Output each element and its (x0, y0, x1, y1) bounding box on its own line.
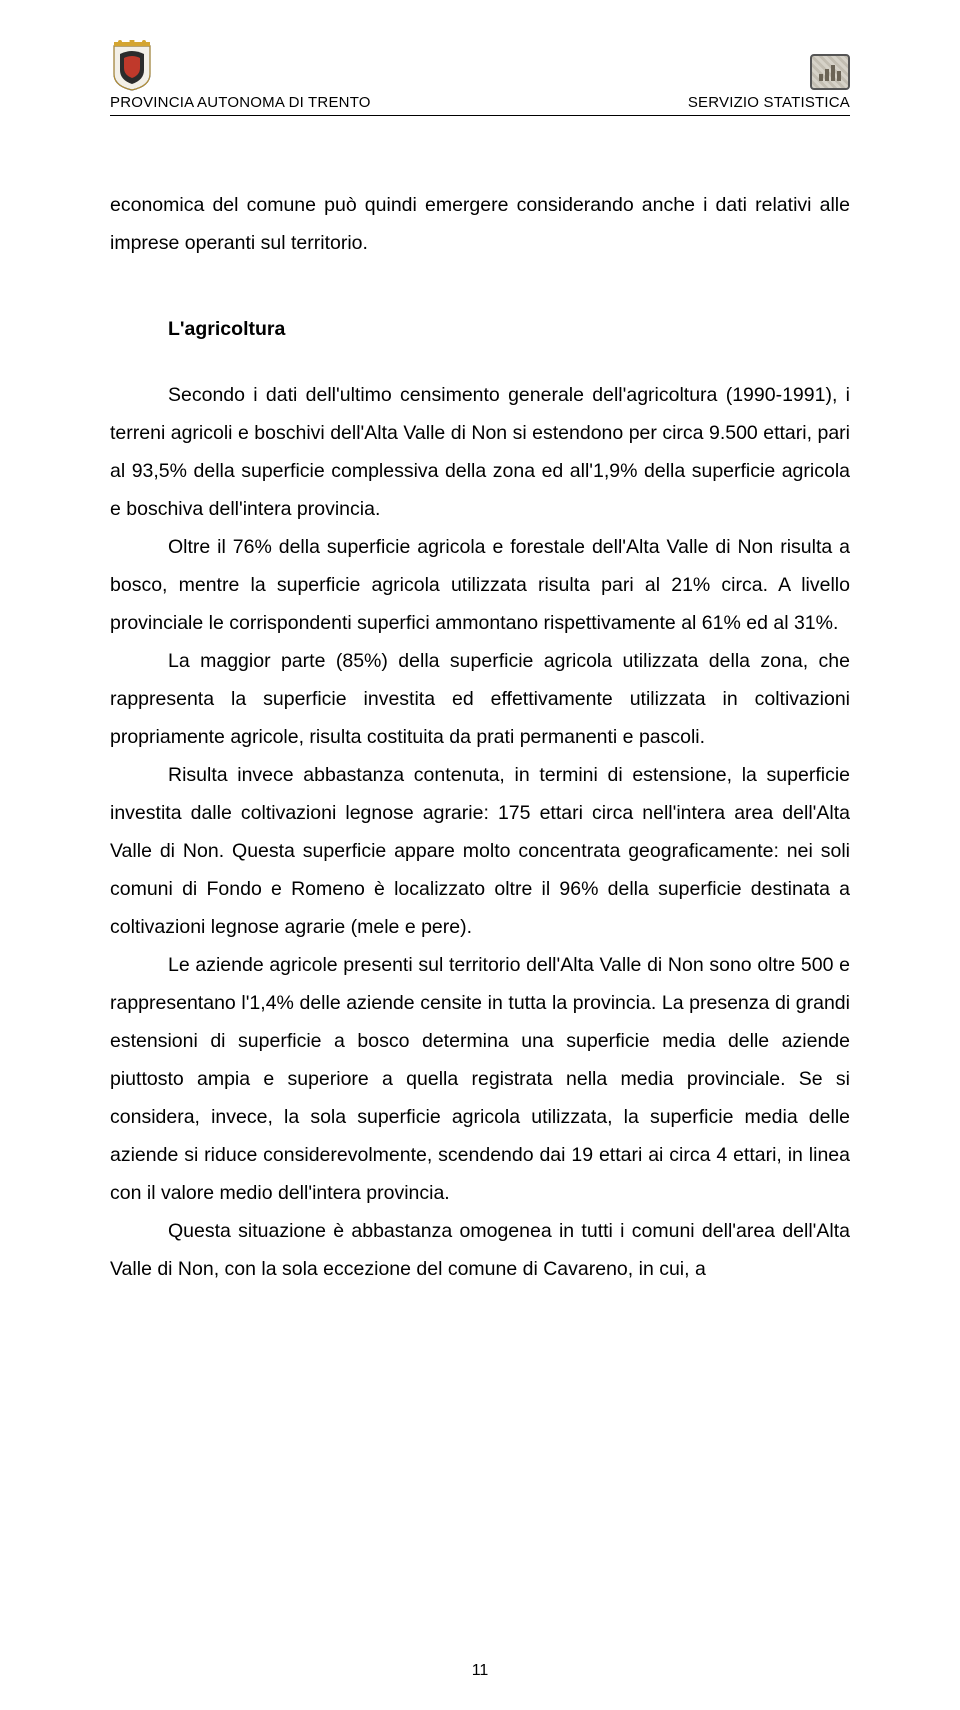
page-header: PROVINCIA AUTONOMA DI TRENTO SERVIZIO ST… (110, 40, 850, 116)
document-page: PROVINCIA AUTONOMA DI TRENTO SERVIZIO ST… (0, 0, 960, 1710)
intro-paragraph: economica del comune può quindi emergere… (110, 186, 850, 262)
header-right-text: SERVIZIO STATISTICA (688, 94, 850, 111)
header-left-text: PROVINCIA AUTONOMA DI TRENTO (110, 94, 371, 111)
body-paragraph: Risulta invece abbastanza contenuta, in … (110, 756, 850, 946)
provincia-crest-icon (110, 40, 154, 92)
body-paragraph: Questa situazione è abbastanza omogenea … (110, 1212, 850, 1288)
body-paragraph: Oltre il 76% della superficie agricola e… (110, 528, 850, 642)
header-left-block: PROVINCIA AUTONOMA DI TRENTO (110, 40, 371, 111)
document-body: economica del comune può quindi emergere… (110, 186, 850, 1288)
statistics-logo-icon (810, 54, 850, 90)
body-paragraph: Le aziende agricole presenti sul territo… (110, 946, 850, 1212)
header-right-block: SERVIZIO STATISTICA (688, 54, 850, 111)
page-number: 11 (0, 1662, 960, 1680)
section-title: L'agricoltura (110, 310, 850, 348)
body-paragraph: La maggior parte (85%) della superficie … (110, 642, 850, 756)
body-paragraph: Secondo i dati dell'ultimo censimento ge… (110, 376, 850, 528)
